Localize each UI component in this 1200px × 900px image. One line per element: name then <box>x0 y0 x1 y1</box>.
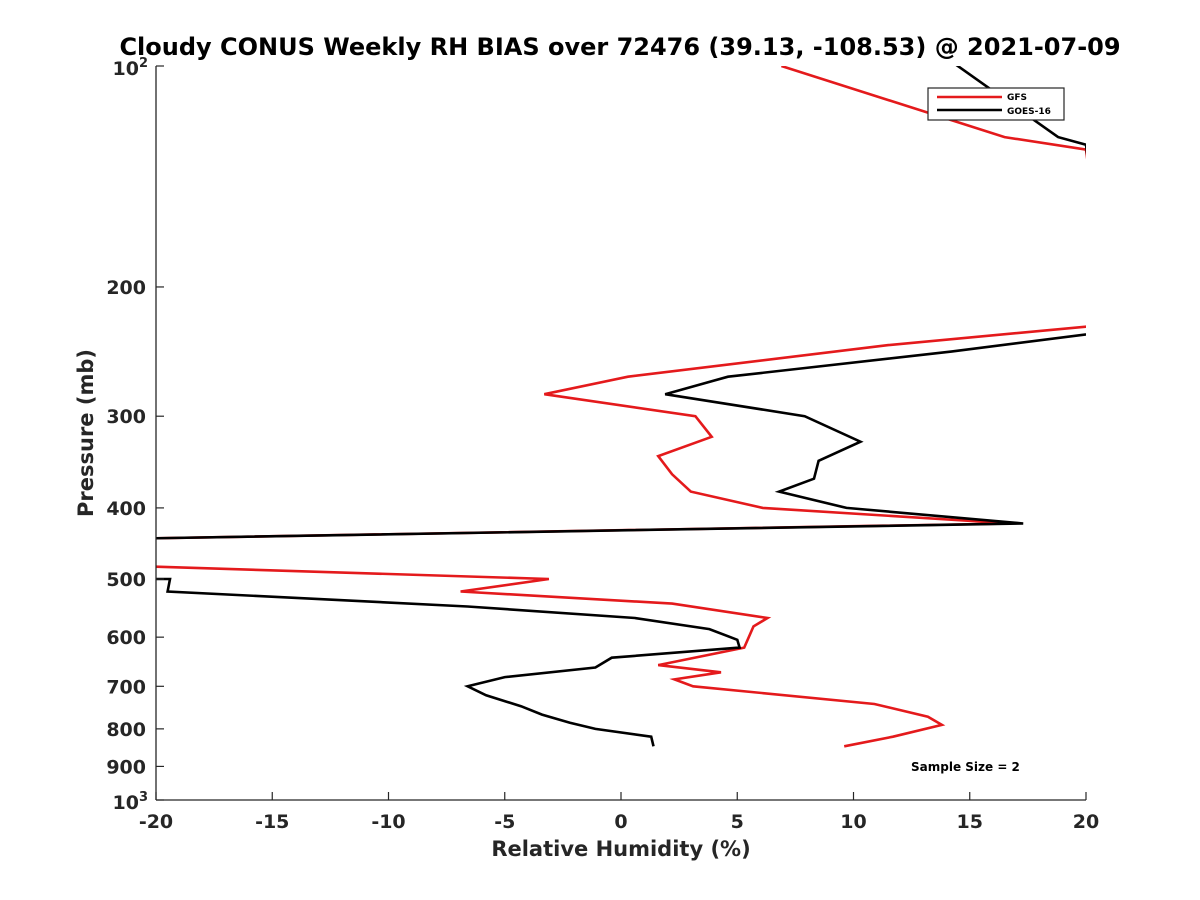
legend-label-gfs: GFS <box>1007 93 1027 103</box>
x-tick-label: -20 <box>139 811 173 833</box>
y-tick-label: 300 <box>106 406 146 428</box>
series-line-gfs <box>156 66 1086 748</box>
plot-axes <box>155 66 1086 801</box>
legend-label-goes16: GOES-16 <box>1007 107 1051 117</box>
x-tick-label: 10 <box>840 811 866 833</box>
y-tick-label: 700 <box>106 676 146 698</box>
legend: GFS GOES-16 <box>927 87 1065 121</box>
chart-title: Cloudy CONUS Weekly RH BIAS over 72476 (… <box>119 33 1120 61</box>
series-line-goes16 <box>156 66 1086 747</box>
x-tick-label: 15 <box>957 811 983 833</box>
y-tick-label: 400 <box>106 498 146 520</box>
x-axis-label: Relative Humidity (%) <box>491 837 750 861</box>
x-ticks: -20 -15 -10 -5 0 5 10 15 20 <box>139 792 1099 833</box>
y-axis-label: Pressure (mb) <box>74 349 98 517</box>
y-tick-label: 900 <box>106 756 146 778</box>
x-tick-label: -10 <box>371 811 405 833</box>
x-tick-label: -15 <box>255 811 289 833</box>
y-tick-label: 500 <box>106 569 146 591</box>
y-tick-label: 800 <box>106 719 146 741</box>
legend-box <box>927 87 1065 121</box>
y-tick-label: 600 <box>106 627 146 649</box>
x-tick-label: 0 <box>614 811 627 833</box>
x-tick-label: 5 <box>731 811 744 833</box>
x-tick-label: -5 <box>494 811 515 833</box>
series-layer <box>156 66 1086 748</box>
sample-size-annotation: Sample Size = 2 <box>911 760 1020 774</box>
y-decade-tick-label: 102 <box>113 56 149 80</box>
y-decade-tick-label: 103 <box>113 790 149 814</box>
y-tick-label: 200 <box>106 277 146 299</box>
y-ticks: 200 300 400 500 600 700 800 900 102 103 <box>106 56 164 814</box>
x-tick-label: 20 <box>1073 811 1099 833</box>
